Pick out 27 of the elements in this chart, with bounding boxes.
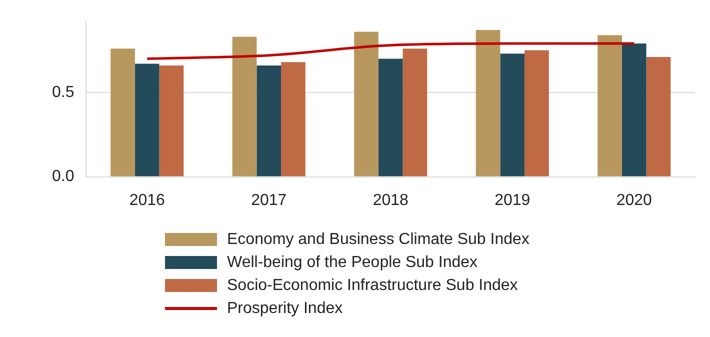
bar: [110, 48, 135, 176]
y-tick-label: 0.5: [52, 84, 74, 101]
bar: [232, 36, 257, 176]
bar: [646, 57, 671, 176]
bar: [524, 50, 549, 176]
legend-label: Economy and Business Climate Sub Index: [227, 230, 530, 248]
bar: [159, 65, 184, 176]
y-tick-label: 0.0: [52, 168, 74, 186]
bar: [598, 35, 622, 176]
legend-label: Well-being of the People Sub Index: [227, 254, 478, 272]
legend-label: Prosperity Index: [227, 300, 343, 318]
bar: [378, 58, 403, 176]
x-tick-label: 2017: [251, 192, 287, 209]
bar: [281, 62, 306, 176]
bar: [354, 32, 378, 176]
legend-label: Socio-Economic Infrastructure Sub Index: [227, 276, 518, 294]
x-tick-label: 2018: [372, 192, 409, 209]
bar: [500, 54, 525, 176]
x-tick-label: 2020: [616, 192, 652, 209]
bar: [476, 30, 500, 176]
x-tick-label: 2016: [129, 192, 166, 209]
bar: [402, 48, 428, 176]
bar: [256, 65, 282, 176]
x-tick-label: 2019: [494, 192, 530, 209]
bar: [134, 64, 160, 176]
bar: [622, 44, 646, 176]
line-series: [146, 42, 636, 60]
